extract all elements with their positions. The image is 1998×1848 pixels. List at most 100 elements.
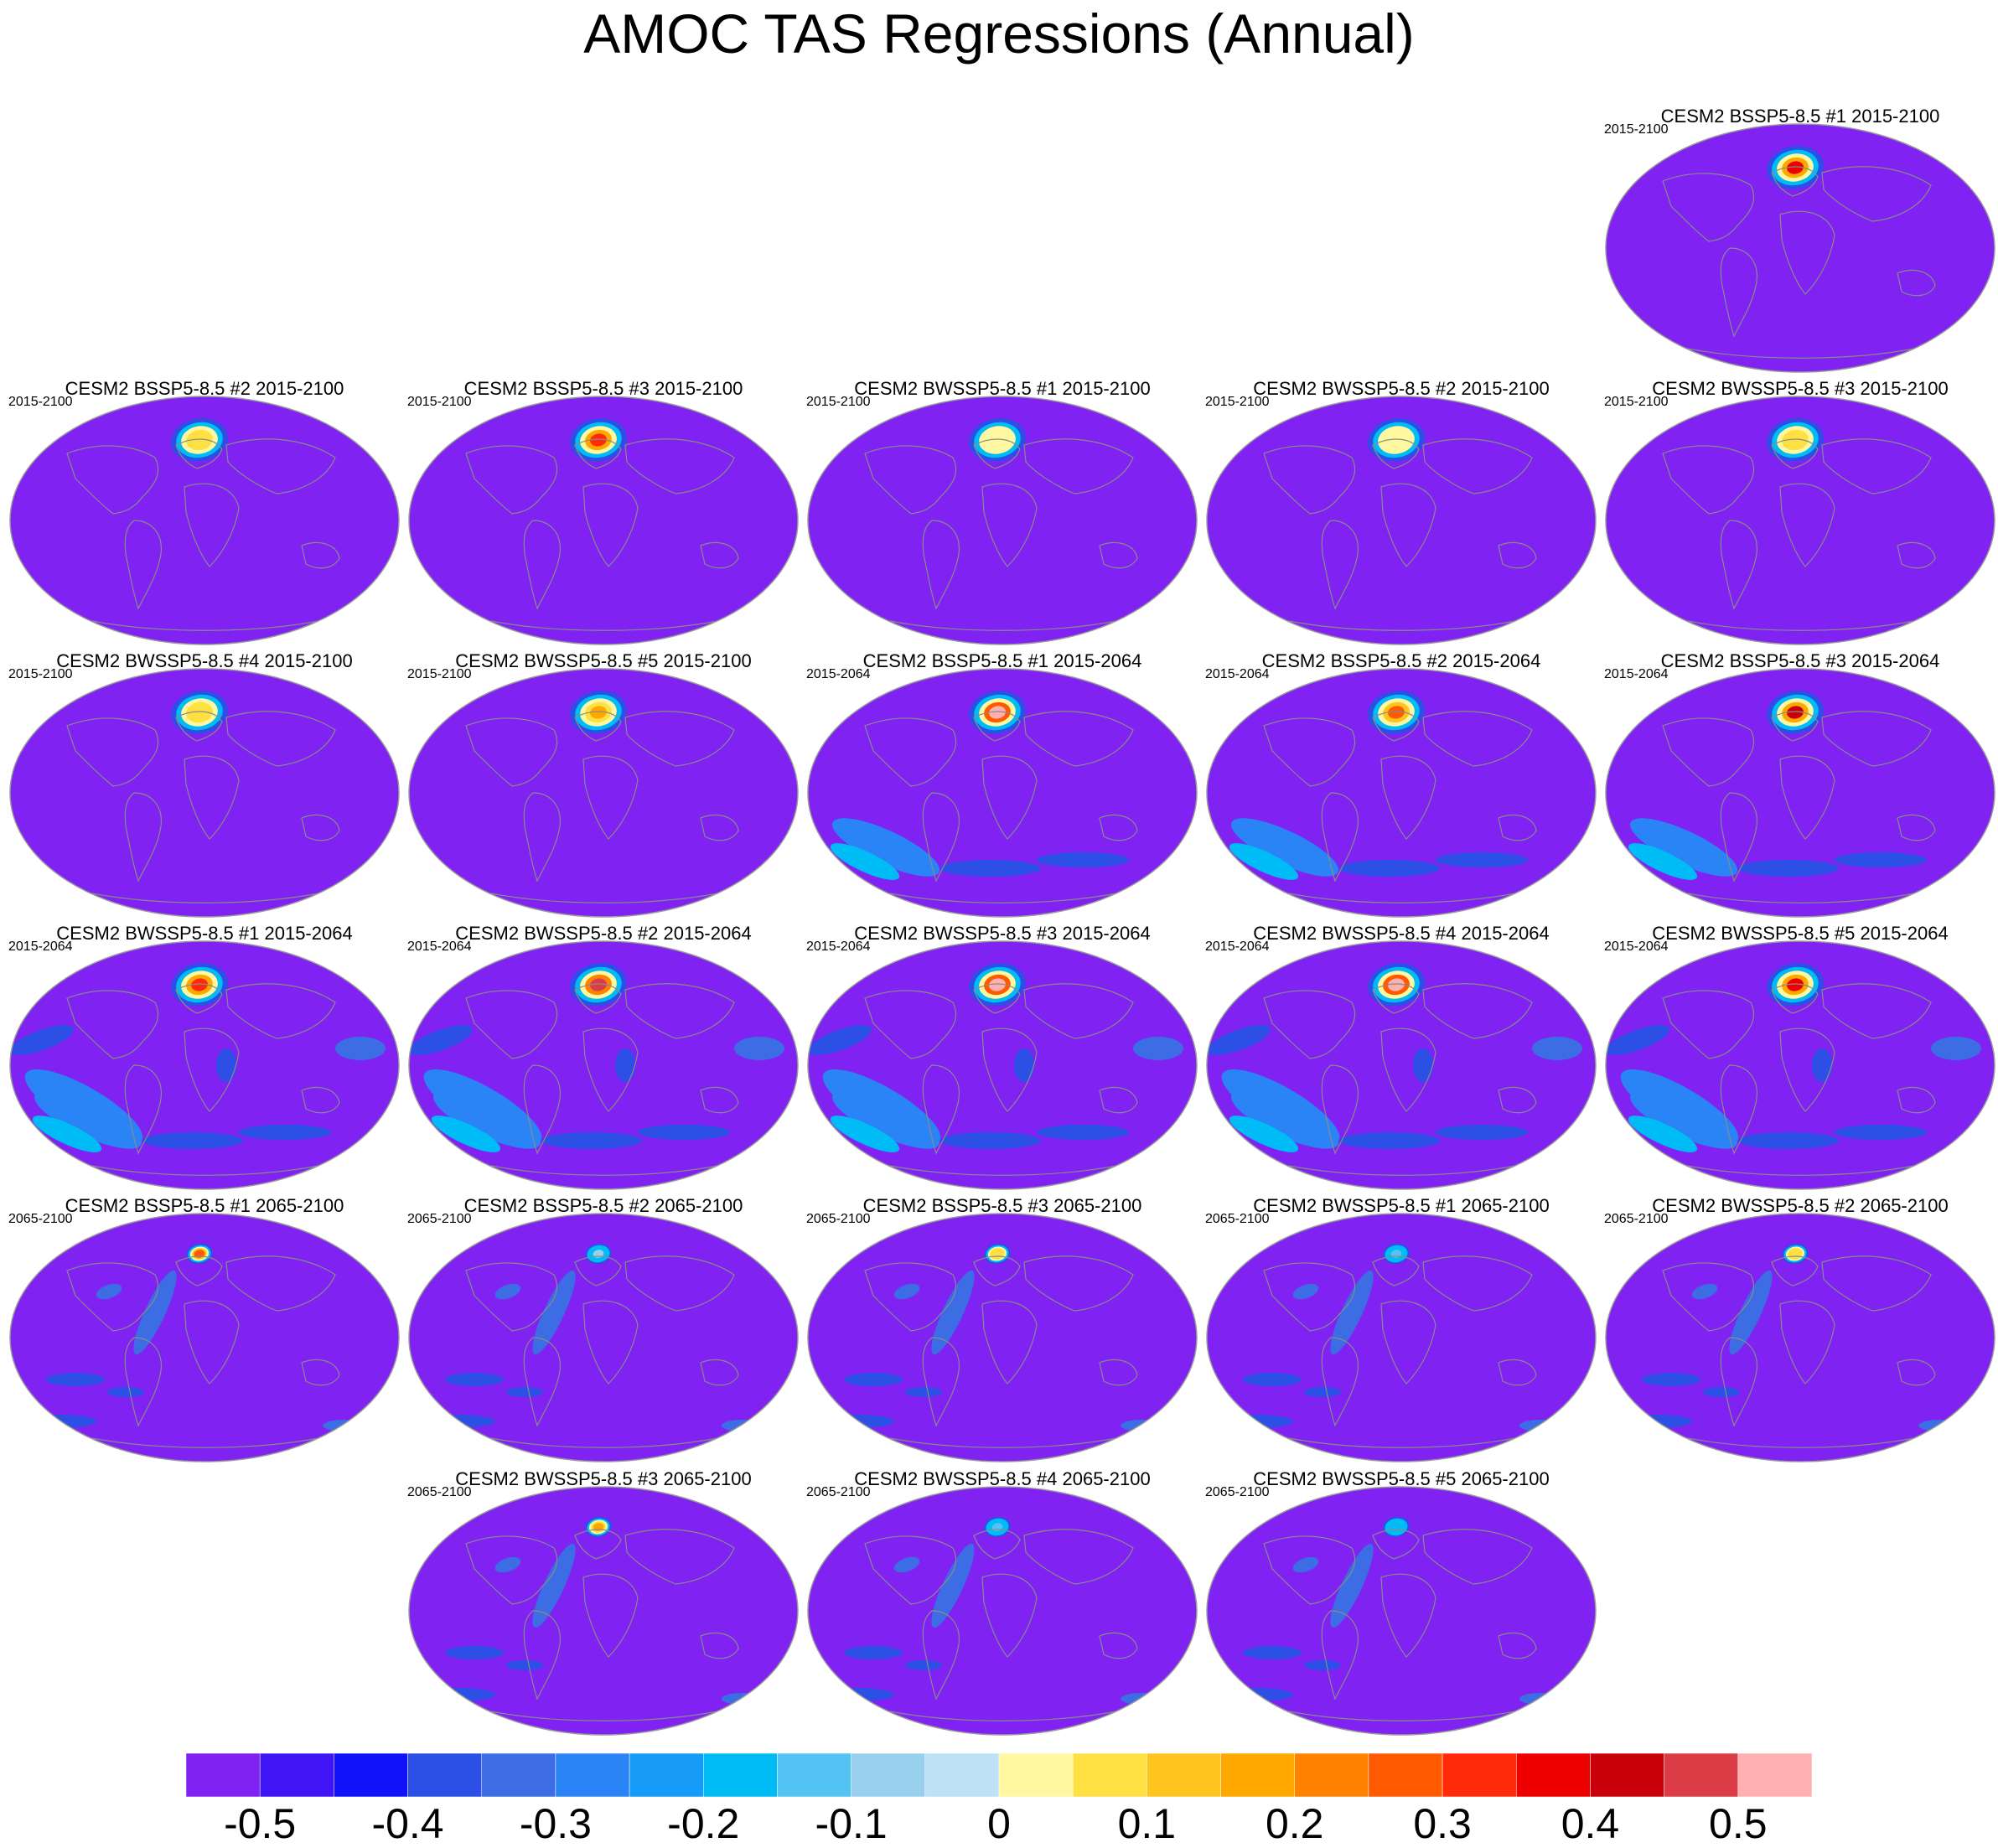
map-panel: CESM2 BWSSP5-8.5 #5 2015-2064 2015-2064 [1604, 923, 1996, 1190]
coastline [1380, 1300, 1436, 1385]
anomaly-contour [819, 1415, 894, 1428]
anomaly-contour [1330, 1543, 1374, 1628]
anomaly-contour [1628, 1116, 1698, 1152]
coastline [1372, 711, 1420, 742]
anomaly-contour [1918, 1420, 1960, 1431]
panel-subtitle: 2065-2100 [806, 1212, 871, 1226]
panel-title: CESM2 BSSP5-8.5 #2 2015-2064 [1261, 650, 1541, 671]
coastline [184, 755, 240, 840]
anomaly-contour [1436, 852, 1528, 867]
map-svg [1605, 396, 1995, 645]
coastline [889, 1711, 1117, 1721]
anomaly-contour [822, 1069, 941, 1146]
coastline [184, 483, 240, 567]
anomaly-contour [24, 1069, 143, 1146]
anomaly-contour [1532, 1037, 1582, 1060]
coastline [175, 438, 223, 469]
anomaly-contour [1606, 1025, 1669, 1055]
map-svg [408, 940, 799, 1190]
map-svg [807, 668, 1198, 918]
coastline [301, 814, 340, 841]
anomaly-contour [1037, 1125, 1129, 1140]
map-svg [807, 1213, 1198, 1462]
anomaly-contour [989, 433, 1006, 447]
anomaly-contour [819, 1688, 894, 1701]
coastline [1263, 1535, 1356, 1605]
coastline [1422, 1255, 1533, 1312]
coastline [1099, 1086, 1138, 1114]
anomaly-contour [1413, 1048, 1433, 1082]
anomaly-contour [1218, 1688, 1293, 1701]
anomaly-contour [615, 1048, 635, 1082]
coastline [1498, 1086, 1537, 1114]
anomaly-contour [844, 1373, 903, 1386]
panel-title: CESM2 BWSSP5-8.5 #5 2015-2100 [455, 650, 752, 671]
panel-subtitle: 2015-2064 [8, 940, 73, 954]
colorbar-box [1147, 1753, 1221, 1797]
panel-title: CESM2 BWSSP5-8.5 #4 2015-2100 [56, 650, 353, 671]
coastline [91, 1437, 319, 1448]
coastline [490, 620, 718, 631]
coastline [922, 1337, 960, 1427]
coastline [1372, 983, 1420, 1014]
anomaly-contour [1243, 1646, 1302, 1659]
panel-title: CESM2 BSSP5-8.5 #1 2015-2064 [862, 650, 1142, 671]
anomaly-contour [808, 1025, 872, 1055]
colorbar-box [555, 1753, 630, 1797]
panel-title: CESM2 BWSSP5-8.5 #3 2015-2064 [854, 923, 1151, 944]
map-svg [1605, 123, 1995, 373]
coastline [124, 792, 162, 883]
coastline [1720, 1064, 1757, 1155]
coastline [465, 990, 558, 1059]
colorbar-box [629, 1753, 704, 1797]
coastline [1422, 1529, 1533, 1585]
panel-title: CESM2 BWSSP5-8.5 #1 2015-2100 [854, 378, 1151, 399]
anomaly-contour [32, 1116, 102, 1152]
coastline [301, 1086, 340, 1114]
coastline [66, 990, 159, 1059]
coastline [700, 1632, 739, 1659]
coastline [889, 1437, 1117, 1448]
colorbar-box [1294, 1753, 1369, 1797]
coastline [1720, 247, 1757, 338]
coastline [1023, 983, 1134, 1039]
colorbar-box [1368, 1753, 1443, 1797]
map-border [1206, 1213, 1597, 1462]
colorbar-box [1664, 1753, 1739, 1797]
anomaly-contour [506, 1387, 543, 1397]
map-svg [9, 1213, 400, 1462]
map-border [408, 940, 799, 1190]
coastline [624, 438, 735, 494]
coastline [1779, 483, 1835, 567]
map-panel: CESM2 BSSP5-8.5 #1 2015-2100 2015-2100 [1604, 106, 1996, 373]
panel-title: CESM2 BSSP5-8.5 #3 2015-2100 [463, 378, 743, 399]
anomaly-contour [590, 706, 607, 719]
coastline [1687, 1437, 1915, 1448]
anomaly-contour [1436, 1125, 1528, 1140]
map-panel: CESM2 BWSSP5-8.5 #5 2015-2100 2015-2100 [407, 650, 800, 918]
colorbar-tick-label: -0.5 [224, 1800, 297, 1847]
coastline [1687, 348, 1915, 359]
coastline [1288, 620, 1516, 631]
anomaly-contour [593, 1523, 604, 1531]
coastline [1422, 983, 1533, 1039]
coastline [1720, 792, 1757, 883]
coastline [624, 983, 735, 1039]
panel-subtitle: 2065-2100 [1205, 1212, 1270, 1226]
coastline [864, 1535, 957, 1605]
coastline [582, 483, 639, 567]
panel-title: CESM2 BWSSP5-8.5 #4 2065-2100 [854, 1468, 1151, 1489]
anomaly-contour [590, 978, 607, 991]
coastline [1288, 893, 1516, 903]
coastline [91, 893, 319, 903]
colorbar-box [777, 1753, 851, 1797]
anomaly-contour [541, 1132, 642, 1149]
anomaly-contour [1629, 818, 1738, 877]
coastline [1771, 166, 1819, 197]
anomaly-contour [1835, 852, 1927, 867]
anomaly-contour [1738, 860, 1839, 877]
coastline [582, 755, 639, 840]
map-svg [408, 1213, 799, 1462]
map-svg [408, 668, 799, 918]
panel-title: CESM2 BWSSP5-8.5 #4 2015-2064 [1253, 923, 1550, 944]
